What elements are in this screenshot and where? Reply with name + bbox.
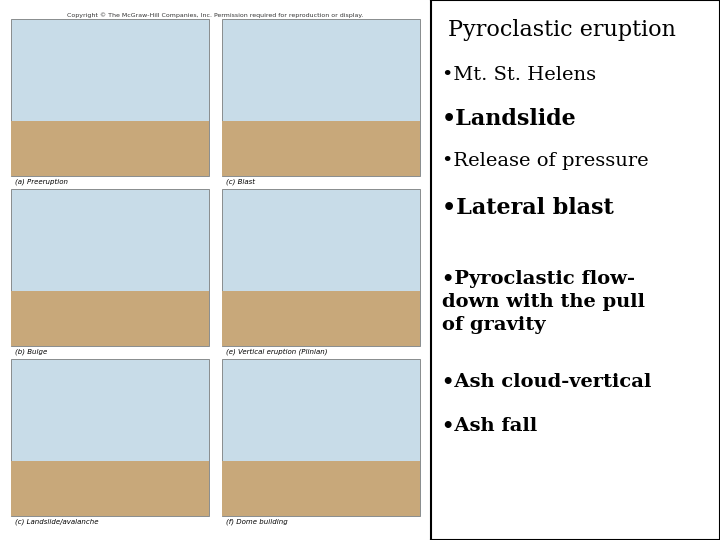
Text: •Ash fall: •Ash fall [442, 417, 537, 435]
Text: Pyroclastic eruption: Pyroclastic eruption [448, 19, 676, 41]
Text: •Lateral blast: •Lateral blast [442, 197, 614, 219]
Bar [11, 189, 209, 346]
Bar [11, 291, 209, 346]
Bar [11, 359, 209, 516]
Text: •Landslide: •Landslide [442, 108, 577, 130]
Text: •Mt. St. Helens: •Mt. St. Helens [442, 66, 596, 84]
Bar [222, 189, 420, 346]
Text: (c) Landslide/avalanche: (c) Landslide/avalanche [15, 518, 99, 525]
Text: Copyright © The McGraw-Hill Companies, Inc. Permission required for reproduction: Copyright © The McGraw-Hill Companies, I… [67, 12, 364, 17]
Bar [222, 19, 420, 176]
Bar [222, 359, 420, 516]
Bar [222, 461, 420, 516]
Text: (a) Preeruption: (a) Preeruption [15, 178, 68, 185]
Text: •Release of pressure: •Release of pressure [442, 152, 649, 170]
Bar [222, 291, 420, 346]
Bar [11, 120, 209, 176]
Text: (b) Bulge: (b) Bulge [15, 348, 48, 355]
Text: •Ash cloud-vertical: •Ash cloud-vertical [442, 373, 652, 390]
Text: (f) Dome building: (f) Dome building [226, 518, 288, 525]
Bar [11, 19, 209, 176]
Text: (e) Vertical eruption (Plinian): (e) Vertical eruption (Plinian) [226, 348, 328, 355]
Text: •Pyroclastic flow-
down with the pull
of gravity: •Pyroclastic flow- down with the pull of… [442, 270, 645, 334]
Bar [222, 120, 420, 176]
Text: (c) Blast: (c) Blast [226, 178, 255, 185]
Bar [11, 461, 209, 516]
